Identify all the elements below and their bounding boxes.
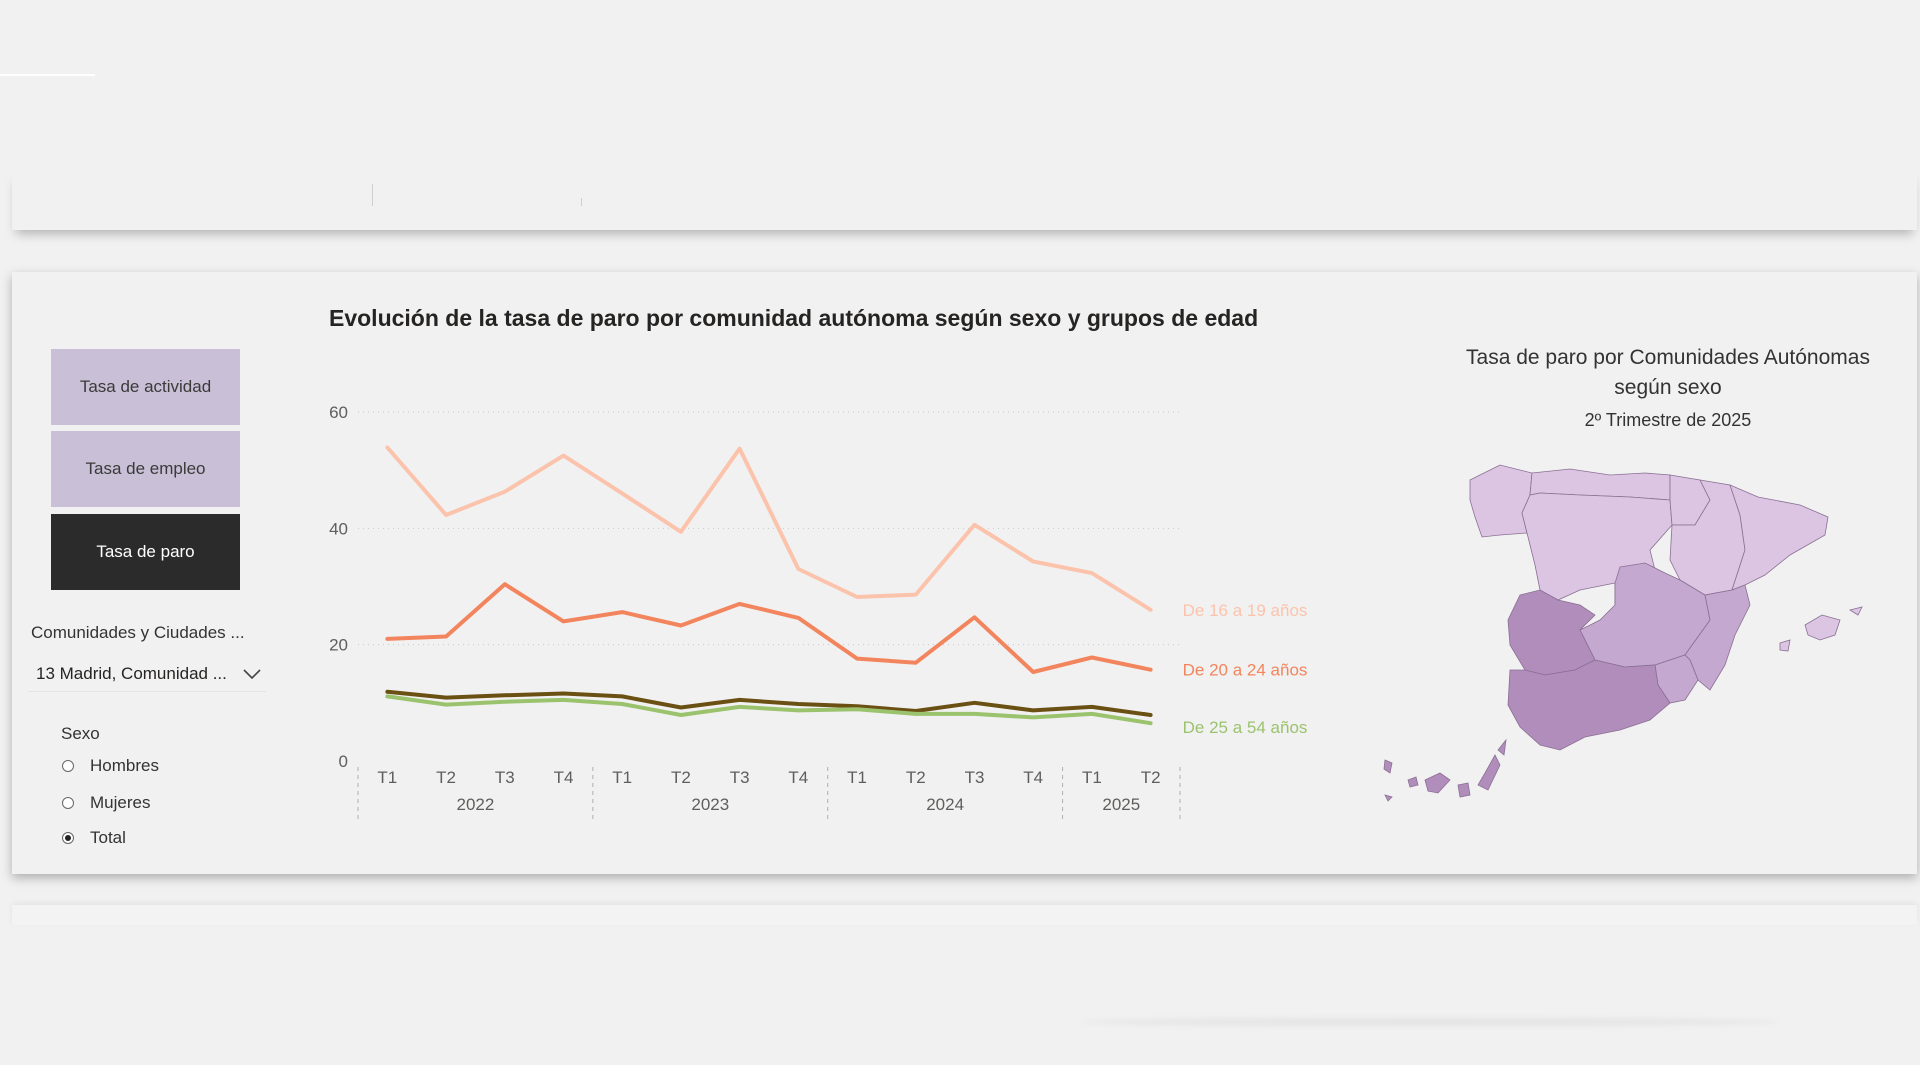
radio-total[interactable]: Total bbox=[62, 828, 126, 848]
tasa-actividad-button[interactable]: Tasa de actividad bbox=[51, 349, 240, 425]
radio-label-mujeres: Mujeres bbox=[90, 793, 151, 812]
region-cataluna[interactable] bbox=[1729, 484, 1829, 591]
islands bbox=[1383, 606, 1863, 802]
spain-choropleth-map bbox=[1383, 464, 1863, 802]
x-tick-label-quarter: T2 bbox=[436, 768, 456, 787]
series-line-1 bbox=[385, 582, 1153, 674]
region-filter-label: Comunidades y Ciudades ... bbox=[31, 623, 245, 642]
chart-title: Evolución de la tasa de paro por comunid… bbox=[329, 305, 1259, 331]
tasa-paro-button[interactable]: Tasa de paro bbox=[51, 514, 240, 590]
x-tick-label-year: 2022 bbox=[457, 795, 495, 814]
x-tick-label-quarter: T4 bbox=[788, 768, 808, 787]
x-tick-label-quarter: T3 bbox=[730, 768, 750, 787]
x-tick-label-quarter: T4 bbox=[554, 768, 574, 787]
region-galicia[interactable] bbox=[1469, 464, 1533, 538]
header-strip bbox=[12, 170, 1917, 230]
radio-circle-total[interactable] bbox=[62, 832, 74, 844]
x-tick-label-quarter: T2 bbox=[671, 768, 691, 787]
sex-filter-label: Sexo bbox=[61, 724, 100, 743]
radio-hombres[interactable]: Hombres bbox=[62, 756, 159, 776]
map-subtitle: 2º Trimestre de 2025 bbox=[1584, 410, 1752, 430]
y-tick-label: 40 bbox=[329, 519, 348, 538]
header-accent-line bbox=[0, 74, 95, 76]
x-tick-label-quarter: T4 bbox=[1023, 768, 1043, 787]
radio-label-total: Total bbox=[90, 828, 126, 847]
series-label-0: De 16 a 19 años bbox=[1183, 601, 1308, 620]
region-dropdown[interactable]: 13 Madrid, Comunidad ... bbox=[28, 657, 266, 692]
x-tick-label-quarter: T1 bbox=[1082, 768, 1102, 787]
y-tick-label: 60 bbox=[329, 403, 348, 422]
series-label-1: De 20 a 24 años bbox=[1183, 661, 1308, 680]
radio-mujeres[interactable]: Mujeres bbox=[62, 793, 150, 813]
radio-circle-hombres[interactable] bbox=[62, 760, 74, 772]
region-baleares[interactable] bbox=[1779, 606, 1863, 652]
central-regions bbox=[1507, 562, 1751, 751]
series-label-3: De 25 a 54 años bbox=[1183, 718, 1308, 737]
region-andalucia[interactable] bbox=[1507, 659, 1671, 751]
footer-strip bbox=[12, 905, 1917, 925]
region-dropdown-value: 13 Madrid, Comunidad ... bbox=[36, 664, 227, 683]
map-title: Tasa de paro por Comunidades Autónomas s… bbox=[1466, 346, 1870, 399]
x-tick-label-year: 2025 bbox=[1102, 795, 1140, 814]
x-tick-label-quarter: T2 bbox=[906, 768, 926, 787]
series-line-2 bbox=[385, 689, 1153, 717]
radio-circle-mujeres[interactable] bbox=[62, 797, 74, 809]
x-tick-label-year: 2023 bbox=[691, 795, 729, 814]
x-tick-label-quarter: T3 bbox=[495, 768, 515, 787]
x-tick-label-quarter: T1 bbox=[377, 768, 397, 787]
radio-label-hombres: Hombres bbox=[90, 756, 159, 775]
x-tick-label-quarter: T3 bbox=[965, 768, 985, 787]
series-line-0 bbox=[385, 445, 1153, 612]
footer-shadow bbox=[1080, 1018, 1780, 1026]
region-valencia[interactable] bbox=[1684, 584, 1751, 691]
x-tick-label-quarter: T1 bbox=[847, 768, 867, 787]
y-tick-label: 0 bbox=[339, 752, 348, 771]
chevron-down-icon[interactable] bbox=[238, 664, 266, 684]
x-tick-label-quarter: T2 bbox=[1141, 768, 1161, 787]
header-divider bbox=[372, 184, 373, 206]
header-divider-small bbox=[581, 198, 582, 206]
x-tick-label-year: 2024 bbox=[926, 795, 964, 814]
y-tick-label: 20 bbox=[329, 636, 348, 655]
region-canarias[interactable] bbox=[1383, 738, 1507, 802]
x-tick-label-quarter: T1 bbox=[612, 768, 632, 787]
tasa-empleo-button[interactable]: Tasa de empleo bbox=[51, 431, 240, 507]
series-line-3 bbox=[385, 694, 1153, 726]
